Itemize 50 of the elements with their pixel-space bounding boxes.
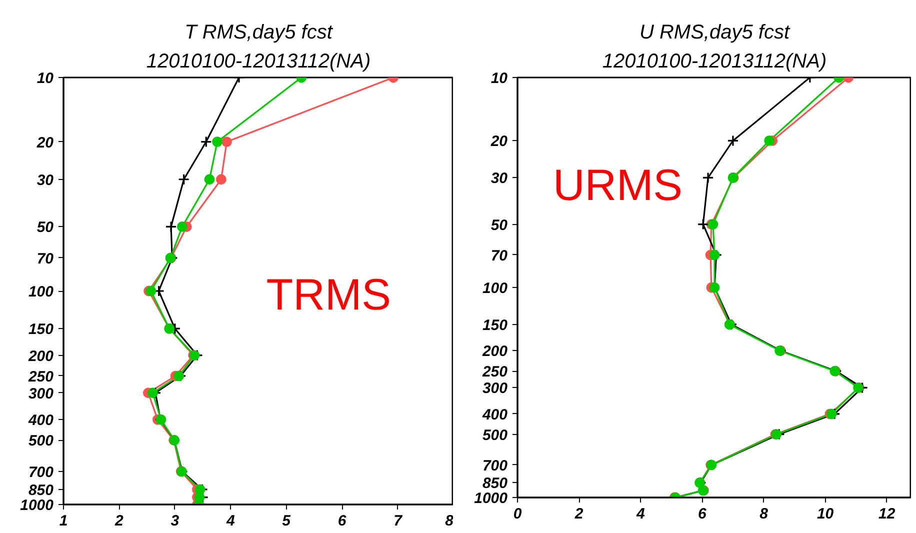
x-tick-label: 12 bbox=[878, 506, 896, 522]
y-tick-label: 250 bbox=[481, 364, 508, 381]
y-tick-label: 1000 bbox=[20, 497, 54, 514]
y-tick-label: 100 bbox=[482, 280, 508, 297]
y-tick-label: 700 bbox=[482, 457, 508, 474]
y-tick-label: 850 bbox=[482, 475, 508, 492]
y-tick-label: 20 bbox=[490, 133, 508, 150]
y-tick-label: 400 bbox=[27, 412, 54, 430]
x-tick-label: 7 bbox=[394, 512, 403, 530]
annotation: URMS bbox=[552, 161, 683, 210]
x-tick-label: 10 bbox=[816, 506, 834, 522]
y-tick-label: 150 bbox=[482, 316, 508, 334]
y-tick-label: 20 bbox=[36, 134, 54, 152]
x-tick-label: 5 bbox=[282, 512, 292, 530]
y-tick-label: 50 bbox=[490, 216, 508, 234]
y-tick-label: 10 bbox=[36, 70, 54, 87]
x-tick-label: 4 bbox=[635, 506, 646, 522]
y-tick-label: 500 bbox=[482, 426, 508, 444]
x-tick-label: 2 bbox=[114, 512, 124, 530]
y-tick-label: 500 bbox=[28, 432, 54, 450]
y-tick-label: 10 bbox=[490, 70, 508, 87]
y-tick-label: 300 bbox=[482, 380, 508, 398]
x-tick-label: 2 bbox=[574, 506, 584, 522]
y-tick-label: 200 bbox=[27, 348, 54, 365]
chart-title: U RMS,day5 fcst bbox=[639, 22, 791, 44]
annotation: TRMS bbox=[266, 270, 391, 320]
chart-title: T RMS,day5 fcst bbox=[184, 22, 334, 44]
x-tick-label: 6 bbox=[338, 512, 347, 530]
y-tick-label: 850 bbox=[28, 482, 54, 499]
y-tick-label: 200 bbox=[481, 343, 508, 360]
x-tick-label: 8 bbox=[760, 506, 769, 522]
x-tick-label: 3 bbox=[170, 512, 180, 530]
y-tick-label: 700 bbox=[28, 464, 54, 481]
y-tick-label: 50 bbox=[36, 219, 54, 236]
y-tick-label: 150 bbox=[28, 321, 54, 338]
chart-subtitle: 12010100-12013112(NA) bbox=[602, 50, 827, 72]
x-tick-label: 4 bbox=[225, 512, 236, 530]
y-tick-label: 300 bbox=[28, 385, 54, 402]
y-tick-label: 30 bbox=[490, 170, 508, 188]
y-tick-label: 30 bbox=[36, 172, 54, 189]
x-tick-label: 0 bbox=[513, 506, 522, 522]
x-tick-label: 6 bbox=[698, 506, 708, 522]
y-tick-label: 400 bbox=[481, 406, 508, 424]
y-tick-label: 70 bbox=[490, 247, 508, 264]
y-tick-label: 100 bbox=[28, 284, 54, 300]
y-tick-label: 70 bbox=[36, 250, 54, 268]
y-tick-label: 250 bbox=[27, 368, 54, 386]
x-tick-label: 1 bbox=[59, 512, 68, 530]
chart-subtitle: 12010100-12013112(NA) bbox=[146, 50, 371, 72]
y-tick-label: 1000 bbox=[474, 490, 508, 507]
